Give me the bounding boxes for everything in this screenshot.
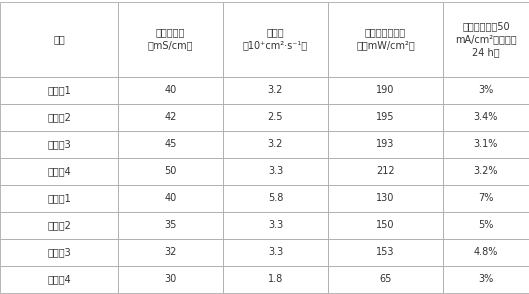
Bar bbox=[328, 103, 443, 131]
Bar bbox=[328, 1, 443, 76]
Bar bbox=[328, 265, 443, 293]
Text: 3.2%: 3.2% bbox=[474, 166, 498, 176]
Text: 离子电导率
（mS/cm）: 离子电导率 （mS/cm） bbox=[148, 27, 193, 51]
Text: 50: 50 bbox=[165, 166, 177, 176]
Text: 193: 193 bbox=[376, 139, 395, 149]
Text: 3%: 3% bbox=[478, 274, 494, 284]
Bar bbox=[443, 131, 529, 158]
Text: 渗透率
（10⁺cm²·s⁻¹）: 渗透率 （10⁺cm²·s⁻¹） bbox=[243, 27, 308, 51]
Text: 190: 190 bbox=[376, 85, 395, 95]
Text: 电压衰减率（50
mA/cm²持续放电
24 h）: 电压衰减率（50 mA/cm²持续放电 24 h） bbox=[455, 21, 517, 57]
Text: 对比例1: 对比例1 bbox=[47, 193, 71, 203]
Bar bbox=[0, 103, 118, 131]
Bar bbox=[0, 131, 118, 158]
Bar bbox=[223, 158, 328, 185]
Text: 4.8%: 4.8% bbox=[474, 247, 498, 257]
Bar bbox=[443, 158, 529, 185]
Bar bbox=[118, 76, 223, 103]
Text: 7%: 7% bbox=[478, 193, 494, 203]
Bar bbox=[328, 158, 443, 185]
Text: 对比例4: 对比例4 bbox=[47, 274, 71, 284]
Text: 实施例1: 实施例1 bbox=[47, 85, 71, 95]
Text: 212: 212 bbox=[376, 166, 395, 176]
Bar bbox=[443, 103, 529, 131]
Bar bbox=[118, 131, 223, 158]
Bar bbox=[0, 185, 118, 211]
Text: 30: 30 bbox=[165, 274, 177, 284]
Bar bbox=[223, 211, 328, 238]
Bar bbox=[0, 265, 118, 293]
Text: 32: 32 bbox=[165, 247, 177, 257]
Text: 40: 40 bbox=[165, 193, 177, 203]
Text: 对比例3: 对比例3 bbox=[47, 247, 71, 257]
Bar bbox=[443, 1, 529, 76]
Text: 5%: 5% bbox=[478, 220, 494, 230]
Text: 130: 130 bbox=[376, 193, 395, 203]
Text: 40: 40 bbox=[165, 85, 177, 95]
Bar bbox=[223, 1, 328, 76]
Text: 3.2: 3.2 bbox=[268, 139, 283, 149]
Bar bbox=[118, 158, 223, 185]
Bar bbox=[223, 238, 328, 265]
Text: 2.5: 2.5 bbox=[268, 112, 283, 122]
Text: 3.3: 3.3 bbox=[268, 166, 283, 176]
Bar bbox=[118, 265, 223, 293]
Bar bbox=[443, 238, 529, 265]
Bar bbox=[328, 76, 443, 103]
Bar bbox=[118, 238, 223, 265]
Text: 3.3: 3.3 bbox=[268, 220, 283, 230]
Bar bbox=[223, 131, 328, 158]
Text: 3.3: 3.3 bbox=[268, 247, 283, 257]
Text: 最大输出功率密
度（mW/cm²）: 最大输出功率密 度（mW/cm²） bbox=[356, 27, 415, 51]
Text: 对比例2: 对比例2 bbox=[47, 220, 71, 230]
Text: 65: 65 bbox=[379, 274, 391, 284]
Bar bbox=[0, 211, 118, 238]
Text: 45: 45 bbox=[165, 139, 177, 149]
Bar bbox=[223, 185, 328, 211]
Text: 3.4%: 3.4% bbox=[474, 112, 498, 122]
Bar bbox=[443, 185, 529, 211]
Bar bbox=[443, 265, 529, 293]
Text: 5.8: 5.8 bbox=[268, 193, 283, 203]
Text: 42: 42 bbox=[165, 112, 177, 122]
Text: 1.8: 1.8 bbox=[268, 274, 283, 284]
Bar bbox=[0, 76, 118, 103]
Text: 195: 195 bbox=[376, 112, 395, 122]
Bar bbox=[443, 211, 529, 238]
Bar bbox=[118, 1, 223, 76]
Bar bbox=[0, 1, 118, 76]
Text: 实施例4: 实施例4 bbox=[47, 166, 71, 176]
Text: 3%: 3% bbox=[478, 85, 494, 95]
Bar bbox=[0, 238, 118, 265]
Text: 实施例3: 实施例3 bbox=[47, 139, 71, 149]
Text: 样品: 样品 bbox=[53, 34, 65, 44]
Bar bbox=[118, 103, 223, 131]
Text: 153: 153 bbox=[376, 247, 395, 257]
Text: 实施例2: 实施例2 bbox=[47, 112, 71, 122]
Bar bbox=[0, 158, 118, 185]
Bar bbox=[223, 103, 328, 131]
Text: 3.2: 3.2 bbox=[268, 85, 283, 95]
Bar bbox=[443, 76, 529, 103]
Bar bbox=[118, 185, 223, 211]
Bar bbox=[328, 211, 443, 238]
Text: 150: 150 bbox=[376, 220, 395, 230]
Text: 35: 35 bbox=[165, 220, 177, 230]
Bar bbox=[223, 76, 328, 103]
Text: 3.1%: 3.1% bbox=[474, 139, 498, 149]
Bar bbox=[328, 185, 443, 211]
Bar bbox=[328, 131, 443, 158]
Bar bbox=[328, 238, 443, 265]
Bar bbox=[118, 211, 223, 238]
Bar bbox=[223, 265, 328, 293]
